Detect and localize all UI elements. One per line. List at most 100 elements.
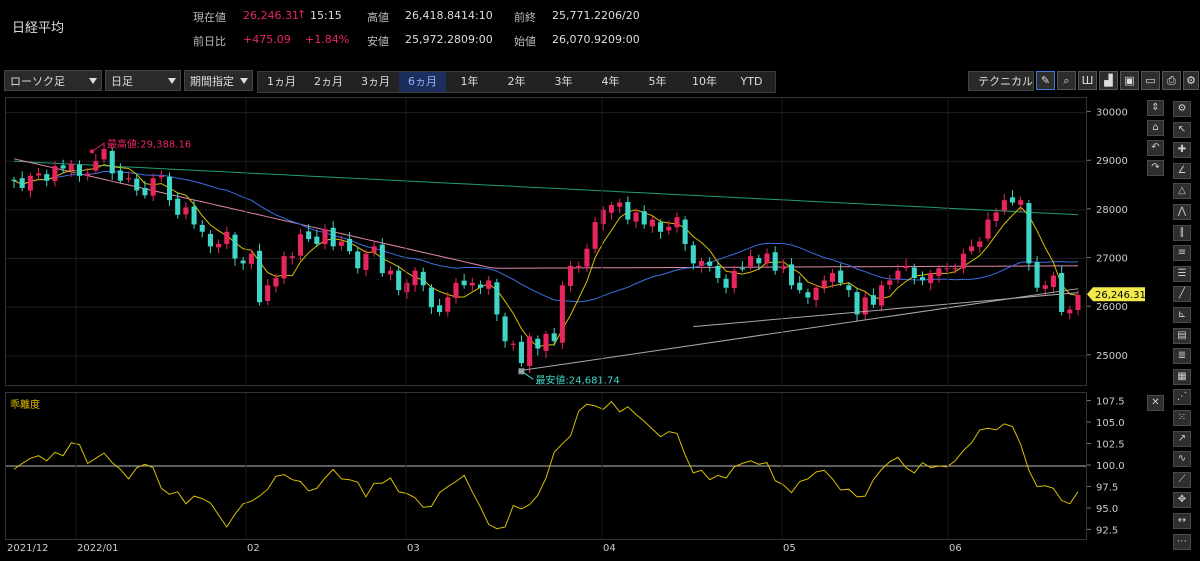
price-tick-label: 25000 <box>1096 351 1128 362</box>
cursor-tool-icon[interactable]: ↖ <box>1173 121 1191 138</box>
lines-tool-icon[interactable]: ☰ <box>1173 265 1191 282</box>
candle-body <box>846 285 852 291</box>
candle-body <box>1018 200 1024 205</box>
candle-body <box>396 270 402 291</box>
period-tab-4[interactable]: 1年 <box>460 75 479 88</box>
change-label: 前日比 <box>193 35 226 48</box>
chevron-down-icon <box>240 78 248 84</box>
candle-body <box>535 338 541 349</box>
fibonacci-tool-icon[interactable]: ≣ <box>1173 348 1191 365</box>
candle-body <box>690 245 696 264</box>
line-angle-tool-icon[interactable]: ∠ <box>1173 162 1191 179</box>
change-value: +475.09 <box>243 33 291 46</box>
dev-tick-label: 102.5 <box>1096 440 1125 451</box>
period-tab-3[interactable]: 6ヵ月 <box>399 72 446 92</box>
candlestick-chart[interactable]: 最高値:29,388.16 最安値:24,681.74 <box>6 98 1086 386</box>
chart-type-select[interactable]: ローソク足 <box>4 70 102 91</box>
save-icon[interactable]: ▣ <box>1120 71 1139 90</box>
arrows-tool-icon[interactable]: ↗ <box>1173 430 1191 447</box>
deviation-title: 乖離度 <box>10 400 40 411</box>
settings-tool-icon[interactable]: ⚙ <box>1173 101 1191 117</box>
gann-tool-icon[interactable]: ⋰ <box>1173 389 1191 406</box>
grid-tool-icon[interactable]: ▦ <box>1173 368 1191 385</box>
deviation-chart[interactable] <box>6 393 1086 539</box>
candle-body <box>682 219 688 244</box>
period-tab-2[interactable]: 3ヵ月 <box>361 75 390 88</box>
text-tool-icon[interactable]: ▤ <box>1173 327 1191 344</box>
min-leader <box>521 370 534 380</box>
date-axis: 2021/12 2022/01 02 03 04 05 06 <box>5 540 1169 558</box>
triangle-tool-icon[interactable]: △ <box>1173 183 1191 200</box>
candle-body <box>731 270 737 289</box>
wave-tool-icon[interactable]: ∿ <box>1173 451 1191 468</box>
candle-body <box>1034 262 1040 288</box>
print-icon[interactable]: ⎙ <box>1162 71 1181 90</box>
deviation-pane[interactable]: 乖離度 <box>5 392 1087 540</box>
price-tick-label: 30000 <box>1096 108 1128 119</box>
pen-icon[interactable]: ✎ <box>1036 71 1055 90</box>
zoom-icon[interactable]: ⌕ <box>1057 71 1076 90</box>
split-icon[interactable]: Ш <box>1078 71 1097 90</box>
candle-body <box>1042 285 1048 289</box>
close-icon[interactable]: ✕ <box>1147 395 1164 411</box>
period-tab-9[interactable]: 10年 <box>692 75 717 88</box>
bar-chart-icon[interactable]: ▟ <box>1099 71 1118 90</box>
period-tab-6[interactable]: 3年 <box>554 75 573 88</box>
candle-body <box>76 164 83 176</box>
parallel-tool-icon[interactable]: ∥ <box>1173 224 1191 241</box>
price-pane[interactable]: 最高値:29,388.16 最安値:24,681.74 <box>5 97 1087 386</box>
channel-tool-icon[interactable]: ⋀ <box>1173 204 1191 220</box>
undo-icon[interactable]: ↶ <box>1147 140 1164 156</box>
candle-body <box>216 243 222 248</box>
candle-body <box>1026 203 1032 264</box>
candle-body <box>338 241 344 246</box>
candle-body <box>199 224 205 232</box>
candle-body <box>633 212 639 222</box>
more-tool-icon[interactable]: ⋯ <box>1173 533 1191 550</box>
candle-body <box>1059 273 1065 313</box>
lock-icon[interactable]: ⌂ <box>1147 120 1164 136</box>
candle-body <box>527 336 533 366</box>
zig-zag-tool-icon[interactable]: ⟋ <box>1173 471 1191 488</box>
candle-body <box>150 178 156 196</box>
period-tab-5[interactable]: 2年 <box>507 75 526 88</box>
candle-body <box>387 270 394 275</box>
folder-icon[interactable]: ▭ <box>1141 71 1160 90</box>
range-tool-icon[interactable]: ↔ <box>1173 513 1191 529</box>
technical-button[interactable]: テクニカル <box>968 71 1034 91</box>
redo-icon[interactable]: ↷ <box>1147 160 1164 176</box>
line-draw-tool-icon[interactable]: ╱ <box>1173 286 1191 303</box>
candle-body <box>543 333 549 351</box>
candle-body <box>109 150 115 174</box>
candle-body <box>985 219 991 239</box>
open-value: 26,070.92 <box>552 33 608 46</box>
candle-body <box>60 165 66 169</box>
current-price-label: 26,246.31 <box>1095 290 1146 301</box>
interval-select[interactable]: 日足 <box>105 70 181 91</box>
move-tool-icon[interactable]: ✥ <box>1173 492 1191 509</box>
fit-vertical-icon[interactable]: ⇕ <box>1147 100 1164 116</box>
period-tab-7[interactable]: 4年 <box>601 75 620 88</box>
period-tab-10[interactable]: YTD <box>740 75 763 88</box>
period-tab-1[interactable]: 2ヵ月 <box>314 75 343 88</box>
candle-body <box>879 285 885 306</box>
up-arrow-icon: ↑ <box>297 8 307 21</box>
candle-body <box>854 292 860 315</box>
candle-body <box>347 238 353 252</box>
measure-tool-icon[interactable]: ⊾ <box>1173 307 1191 323</box>
candle-body <box>101 149 107 160</box>
period-tab-8[interactable]: 5年 <box>648 75 667 88</box>
period-tab-0[interactable]: 1ヵ月 <box>267 75 296 88</box>
candle-body <box>674 217 680 228</box>
max-annotation: 最高値:29,388.16 <box>107 137 191 150</box>
crosshair-tool-icon[interactable]: ✚ <box>1173 142 1191 159</box>
grid-dots-tool-icon[interactable]: ⁙ <box>1173 410 1191 426</box>
low-time: 09:00 <box>461 33 493 46</box>
candle-body <box>428 287 434 308</box>
horizontal-lines-tool-icon[interactable]: ≡ <box>1173 245 1191 262</box>
candle-body <box>461 280 467 286</box>
settings-icon[interactable]: ⚙ <box>1183 71 1199 90</box>
candle-body <box>969 246 975 252</box>
range-mode-select[interactable]: 期間指定 <box>184 70 253 91</box>
candle-body <box>166 176 173 201</box>
